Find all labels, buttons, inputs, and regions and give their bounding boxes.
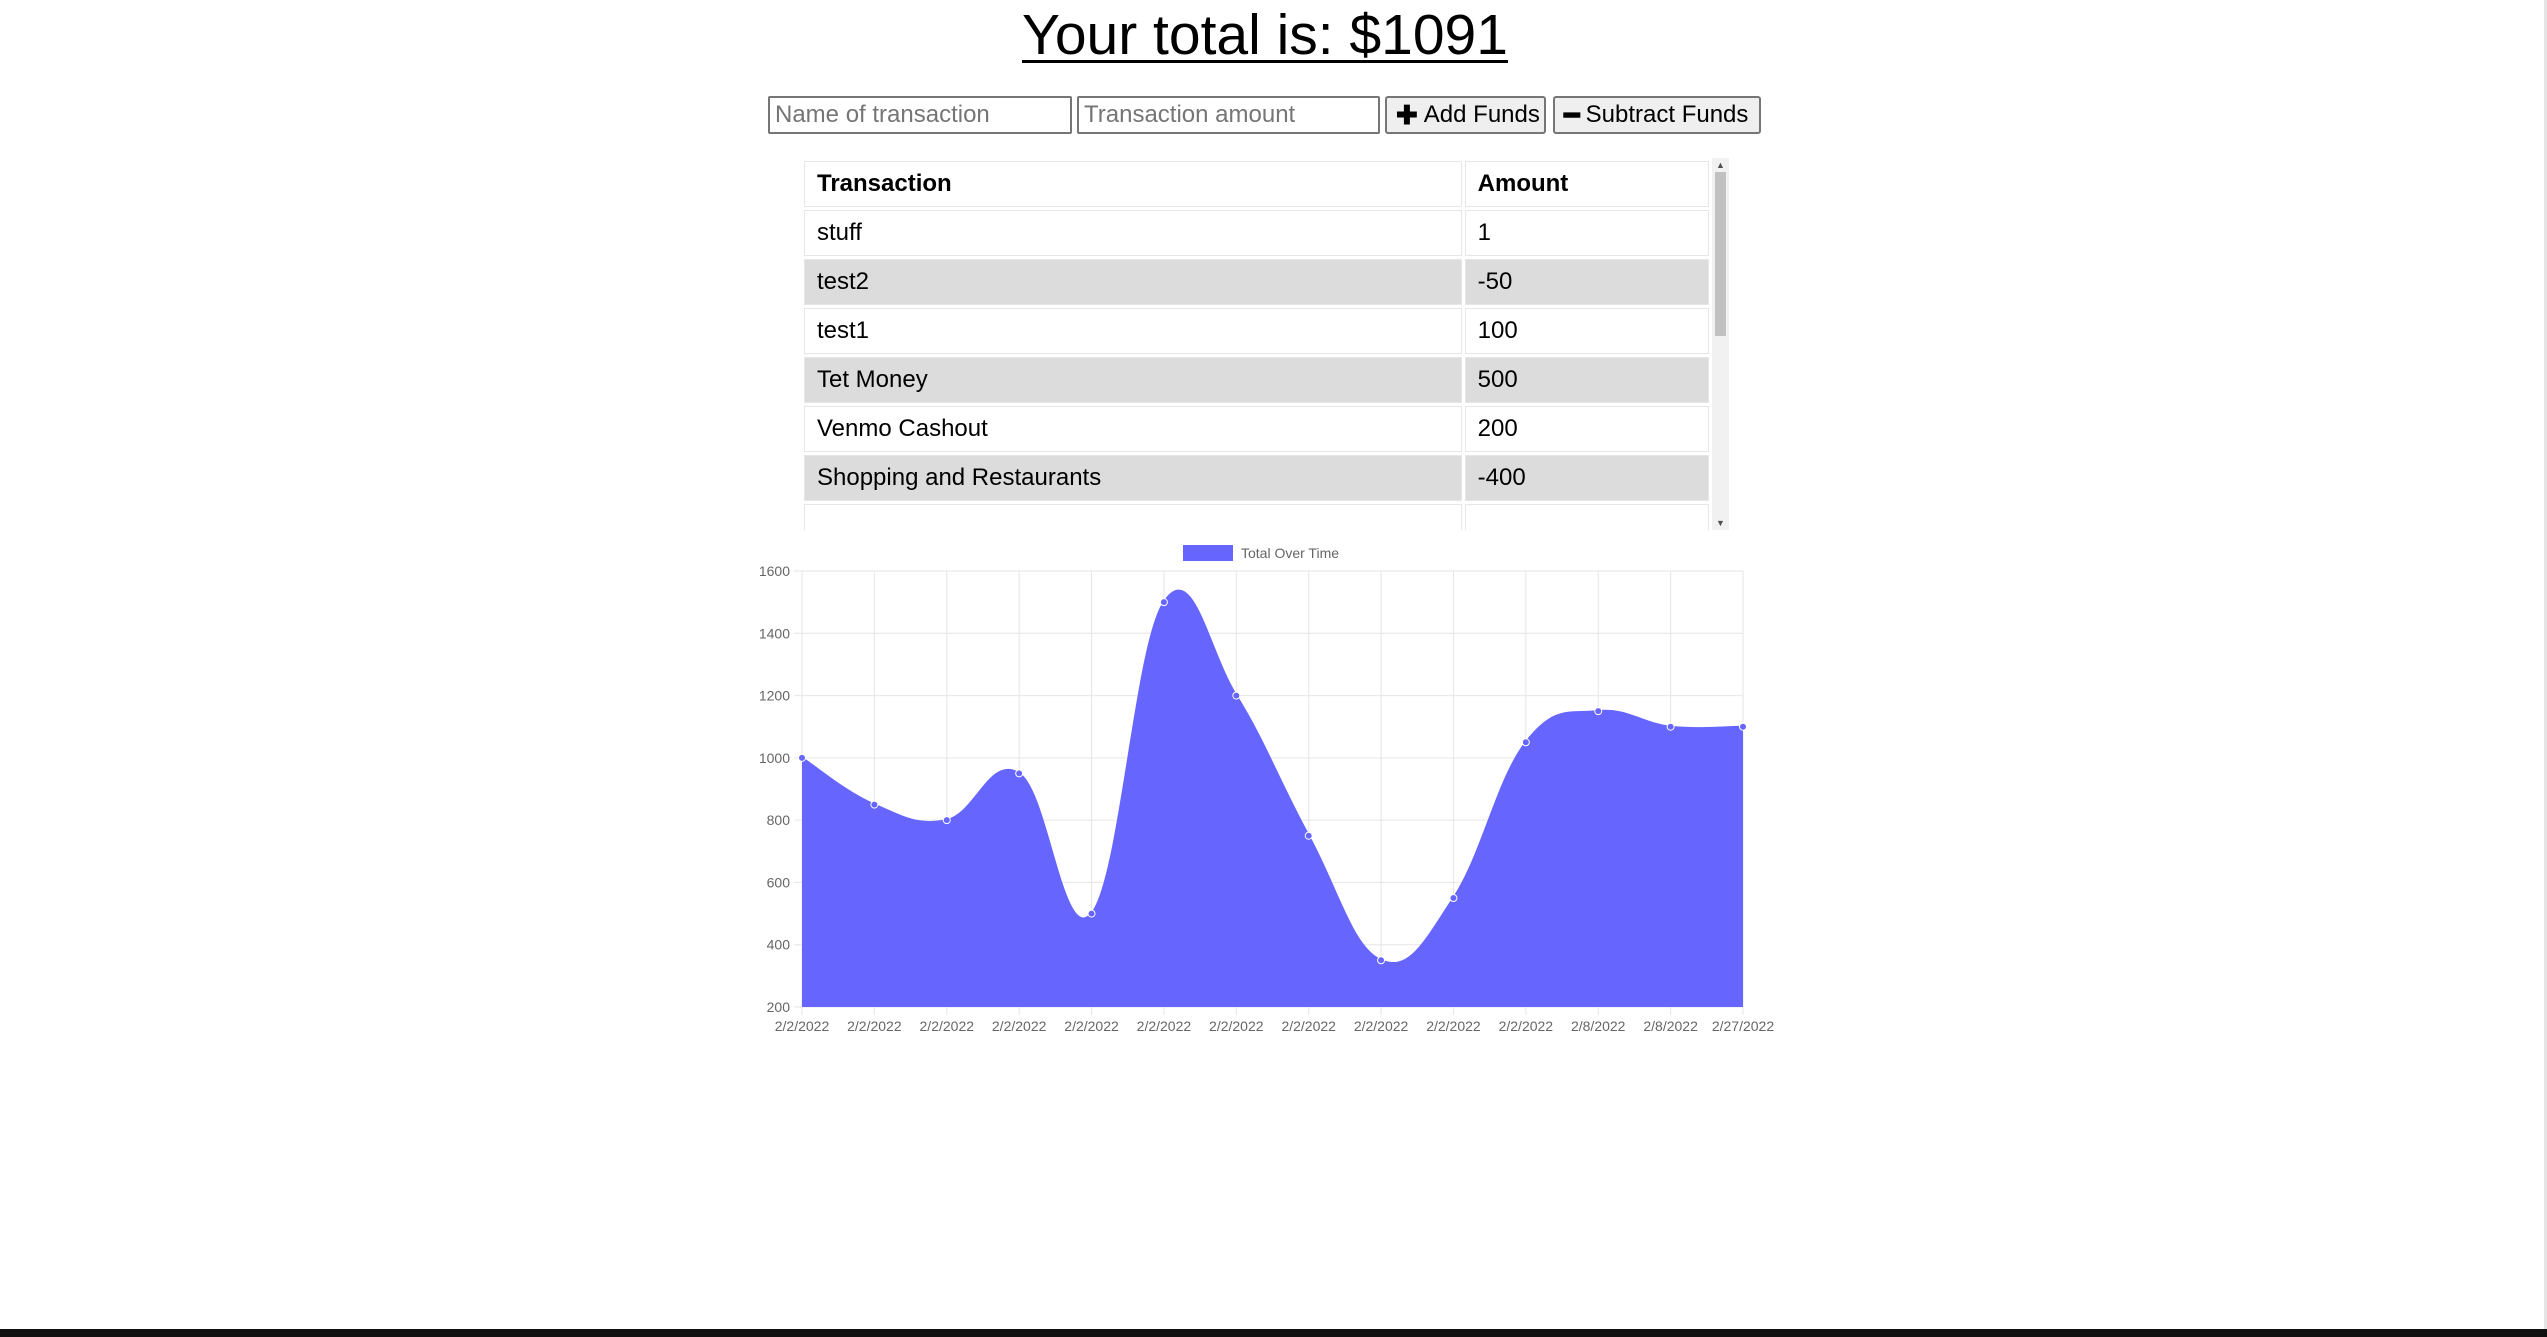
scrollbar-thumb[interactable] [1715, 172, 1726, 336]
data-point[interactable] [1449, 894, 1458, 902]
x-tick-label: 2/2/2022 [1209, 1018, 1264, 1034]
data-point[interactable] [942, 816, 951, 825]
transaction-amount: -50 [1464, 259, 1709, 305]
x-tick-label: 2/2/2022 [1064, 1018, 1119, 1034]
x-tick-label: 2/8/2022 [1571, 1018, 1626, 1034]
window-edge [2544, 0, 2547, 1337]
table-row [804, 504, 1709, 530]
transaction-name-empty [804, 504, 1462, 530]
y-tick-label: 1200 [759, 688, 790, 704]
y-tick-label: 1400 [759, 625, 790, 641]
total-heading: Your total is: $1091 [0, 0, 2530, 70]
x-tick-label: 2/2/2022 [1354, 1018, 1409, 1034]
total-over-time-chart: 200 400 600 800 1000 1200 1400 1600 2/2/2022 2/2… [740, 535, 1790, 1045]
bottom-bar [0, 1329, 2547, 1337]
subtract-funds-button[interactable]: ━ Subtract Funds [1553, 96, 1761, 134]
y-tick-label: 600 [767, 874, 791, 890]
transaction-table: Transaction Amount stuff 1 test2 -50 tes… [801, 158, 1712, 530]
table-header-row: Transaction Amount [804, 161, 1709, 207]
x-tick-label: 2/2/2022 [1137, 1018, 1192, 1034]
x-axis-ticks: 2/2/2022 2/2/2022 2/2/2022 2/2/2022 2/2/2022… [775, 1018, 1775, 1034]
transaction-amount: 100 [1464, 308, 1709, 354]
data-point[interactable] [1739, 722, 1747, 731]
transaction-name: Tet Money [804, 357, 1462, 403]
transaction-table-container[interactable]: Transaction Amount stuff 1 test2 -50 tes… [801, 158, 1728, 530]
total-text: Your total is: $1091 [1022, 3, 1508, 67]
data-point[interactable] [1232, 691, 1241, 700]
chart-legend: Total Over Time [1183, 545, 1339, 561]
table-row: Tet Money 500 [804, 357, 1709, 403]
data-point[interactable] [1521, 738, 1530, 747]
x-tick-label: 2/2/2022 [992, 1018, 1047, 1034]
add-funds-label: Add Funds [1423, 101, 1540, 128]
data-point[interactable] [1087, 909, 1096, 918]
table-scrollbar[interactable]: ▲ ▼ [1712, 158, 1729, 530]
x-tick-label: 2/2/2022 [1499, 1018, 1554, 1034]
transaction-name-input[interactable] [768, 96, 1072, 134]
data-point[interactable] [1159, 598, 1168, 607]
header-transaction: Transaction [804, 161, 1462, 207]
data-point[interactable] [1304, 831, 1313, 840]
transaction-name: test1 [804, 308, 1462, 354]
x-tick-label: 2/2/2022 [847, 1018, 902, 1034]
transaction-amount: -400 [1464, 455, 1709, 501]
scroll-up-icon[interactable]: ▲ [1716, 160, 1725, 170]
y-tick-label: 1600 [759, 563, 790, 579]
x-tick-label: 2/8/2022 [1643, 1018, 1698, 1034]
data-point[interactable] [798, 753, 806, 762]
transaction-amount: 1 [1464, 210, 1709, 256]
legend-label[interactable]: Total Over Time [1241, 545, 1339, 561]
table-row: test2 -50 [804, 259, 1709, 305]
table-row: stuff 1 [804, 210, 1709, 256]
y-tick-label: 800 [767, 812, 791, 828]
y-axis-ticks: 200 400 600 800 1000 1200 1400 1600 [759, 563, 790, 1015]
subtract-funds-label: Subtract Funds [1585, 101, 1749, 128]
y-tick-label: 1000 [759, 750, 790, 766]
legend-swatch[interactable] [1183, 545, 1233, 561]
data-point[interactable] [1594, 707, 1603, 716]
series-area-total-over-time [802, 590, 1743, 1007]
transaction-name: Shopping and Restaurants [804, 455, 1462, 501]
x-tick-label: 2/2/2022 [1281, 1018, 1336, 1034]
transaction-name: stuff [804, 210, 1462, 256]
x-tick-label: 2/2/2022 [775, 1018, 830, 1034]
data-point[interactable] [870, 800, 879, 809]
transaction-amount: 500 [1464, 357, 1709, 403]
transaction-amount: 200 [1464, 406, 1709, 452]
plus-icon: ✚ [1396, 100, 1418, 130]
transaction-name: Venmo Cashout [804, 406, 1462, 452]
minus-icon: ━ [1564, 100, 1580, 130]
y-tick-label: 200 [767, 999, 791, 1015]
table-row: test1 100 [804, 308, 1709, 354]
table-row: Venmo Cashout 200 [804, 406, 1709, 452]
data-point[interactable] [1015, 769, 1024, 778]
x-tick-label: 2/2/2022 [1426, 1018, 1481, 1034]
transaction-amount-empty [1464, 504, 1709, 530]
data-point[interactable] [1377, 956, 1386, 965]
table-row: Shopping and Restaurants -400 [804, 455, 1709, 501]
chart-area-layer [801, 589, 1744, 1007]
x-tick-label: 2/2/2022 [920, 1018, 975, 1034]
header-amount: Amount [1464, 161, 1709, 207]
add-funds-button[interactable]: ✚ Add Funds [1385, 96, 1546, 134]
data-point[interactable] [1666, 722, 1675, 731]
scroll-down-icon[interactable]: ▼ [1716, 518, 1725, 528]
chart-points [798, 598, 1747, 965]
x-tick-label: 2/27/2022 [1712, 1018, 1774, 1034]
transaction-amount-input[interactable] [1077, 96, 1380, 134]
y-tick-label: 400 [767, 937, 791, 953]
transaction-name: test2 [804, 259, 1462, 305]
